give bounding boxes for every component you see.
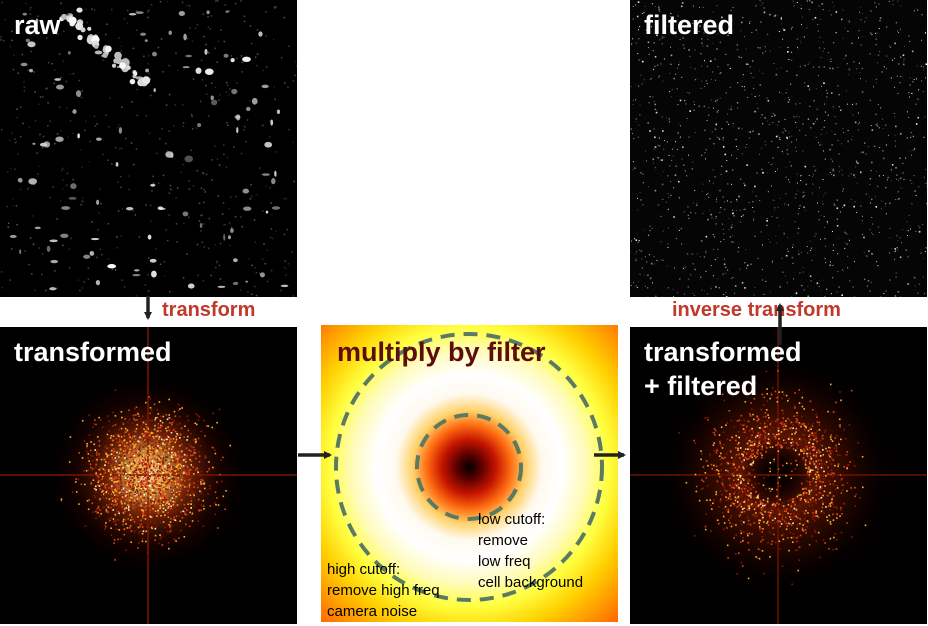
filtered-spectrum-image	[630, 327, 927, 624]
low-cutoff-annotation: low cutoff: remove low freq cell backgro…	[478, 511, 584, 591]
bandpass-filter-image	[321, 325, 618, 622]
transform-label: transform	[162, 299, 256, 321]
raw-microscopy-image	[0, 0, 297, 297]
transformed-filtered-title: transformed + filtered	[644, 337, 802, 401]
transformed-title: transformed	[14, 337, 172, 367]
inverse-transform-label: inverse transform	[672, 299, 841, 321]
transformed-spectrum-panel: transformed	[0, 327, 297, 624]
filtered-image-panel: filtered	[630, 0, 927, 297]
raw-title: raw	[14, 10, 61, 40]
transformed-filtered-panel: transformed + filtered	[630, 327, 927, 624]
filtered-title: filtered	[644, 10, 735, 40]
raw-image-panel: raw	[0, 0, 297, 297]
high-cutoff-circle	[334, 332, 604, 602]
filter-mask-panel: multiply by filter low cutoff: remove lo…	[321, 325, 618, 622]
high-cutoff-annotation: high cutoff: remove high freq camera noi…	[327, 561, 440, 620]
low-cutoff-circle	[415, 413, 523, 521]
fourier-spectrum-image	[0, 327, 297, 624]
filtered-noise-image	[630, 0, 927, 297]
filter-title: multiply by filter	[337, 337, 546, 367]
